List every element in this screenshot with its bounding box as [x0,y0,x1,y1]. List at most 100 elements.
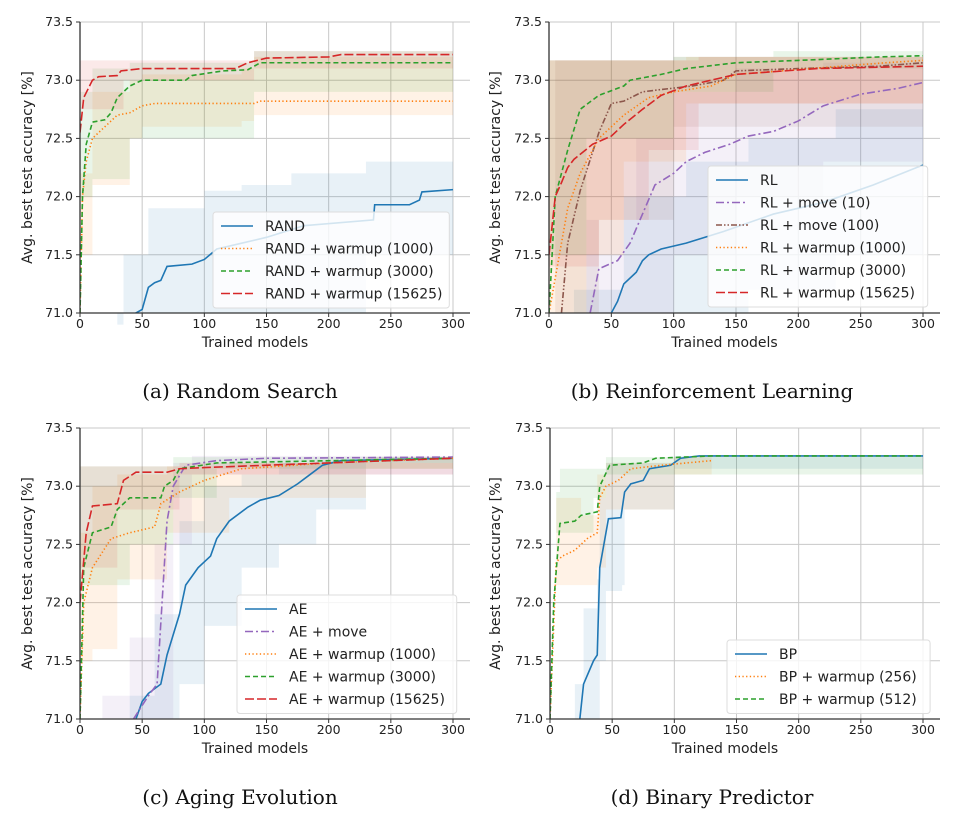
legend: AE AE + move AE + warmup (1000) AE + warmup… [236,594,458,714]
legend-label-2: RAND + warmup (3000) [265,264,434,280]
legend-label-3: RAND + warmup (15625) [265,287,442,303]
confidence-band-1 [80,56,453,255]
x-tick-label: 250 [379,316,403,331]
x-tick-label: 200 [787,722,811,737]
subplot-caption: (b) Reinforcement Learning [571,379,854,403]
x-axis-label: Trained models [670,335,777,351]
y-axis-label: Avg. best test accuracy [%] [488,477,504,670]
y-tick-label: 72.0 [45,595,73,610]
legend-label-3: RL + warmup (1000) [760,241,906,257]
legend-label-1: BP + warmup (256) [779,670,917,686]
x-tick-label: 100 [662,316,686,331]
legend-label-4: RL + warmup (3000) [760,263,906,279]
series-line-5 [549,65,924,255]
y-tick-label: 71.0 [514,305,542,320]
series-line-1 [589,81,924,313]
y-tick-label: 72.5 [45,130,73,145]
subplot-3: 0 50 100 150 200 250 300 71.0 71.5 72.0 72.5 73.0 73… [488,420,940,809]
y-tick-label: 71.5 [45,653,73,668]
x-tick-label: 150 [724,316,748,331]
x-tick-label: 200 [317,316,341,331]
subplot-2: 0 50 100 150 200 250 300 71.0 71.5 72.0 72.5 73.0 73… [20,420,470,809]
x-tick-label: 300 [911,722,935,737]
subplot-1: 0 50 100 150 200 250 300 71.0 71.5 72.0 72.5 73.0 73… [488,14,940,403]
legend-label-0: BP [779,647,797,663]
x-tick-label: 250 [379,722,403,737]
series-line-0 [135,457,454,719]
series-line-2 [550,455,923,719]
legend-label-2: BP + warmup (512) [779,692,917,708]
confidence-band-1 [556,457,712,586]
subplot-caption: (a) Random Search [142,379,338,403]
y-tick-label: 72.0 [515,595,543,610]
y-tick-label: 71.5 [45,247,73,262]
x-tick-label: 100 [192,722,216,737]
legend-label-0: RAND [265,219,305,235]
confidence-band-3 [80,51,453,110]
y-tick-label: 73.0 [45,478,73,493]
y-tick-label: 72.5 [514,130,542,145]
y-tick-label: 73.0 [45,72,73,87]
confidence-band-2 [80,455,453,661]
y-tick-label: 73.0 [515,478,543,493]
y-tick-label: 71.5 [515,653,543,668]
x-tick-label: 0 [546,722,554,737]
y-tick-label: 71.5 [514,247,542,262]
x-tick-label: 150 [255,316,279,331]
x-tick-label: 100 [192,316,216,331]
legend: BP BP + warmup (256) BP + warmup (512) [726,639,931,714]
x-tick-label: 0 [545,316,553,331]
legend-box [726,639,931,714]
legend-label-1: AE + move [289,625,367,641]
legend-label-1: RL + move (10) [760,196,870,212]
x-tick-label: 50 [603,316,619,331]
confidence-band-2 [80,51,453,197]
legend-label-3: AE + warmup (3000) [289,670,436,686]
y-tick-label: 73.5 [514,14,542,29]
x-axis-label: Trained models [201,335,308,351]
confidence-band-0 [129,455,453,719]
x-tick-label: 150 [725,722,749,737]
y-tick-label: 72.0 [514,189,542,204]
x-tick-label: 300 [441,316,465,331]
y-tick-label: 71.0 [45,711,73,726]
subplot-0: 0 50 100 150 200 250 300 71.0 71.5 72.0 72.5 73.0 73… [20,14,470,403]
series-line-4 [80,457,454,603]
y-tick-label: 72.5 [45,536,73,551]
y-tick-label: 73.0 [514,72,542,87]
series-line-1 [132,456,454,719]
x-axis-label: Trained models [671,741,778,757]
confidence-band-1 [102,455,453,719]
x-tick-label: 200 [786,316,810,331]
series-line-0 [579,455,923,719]
x-tick-label: 300 [441,722,465,737]
confidence-band-2 [555,51,923,313]
subplot-caption: (d) Binary Predictor [611,785,814,809]
legend-label-2: AE + warmup (1000) [289,647,436,663]
x-tick-label: 0 [76,316,84,331]
y-axis-label: Avg. best test accuracy [%] [20,477,36,670]
series-line-3 [80,53,453,133]
series-line-2 [80,457,454,719]
legend-label-2: RL + move (100) [760,218,879,234]
legend-box [236,594,458,714]
x-axis-label: Trained models [201,741,308,757]
x-tick-label: 100 [662,722,686,737]
x-tick-label: 150 [255,722,279,737]
x-tick-label: 50 [134,722,150,737]
legend-label-1: RAND + warmup (1000) [265,242,434,258]
series-line-2 [560,61,924,313]
y-tick-label: 73.5 [45,14,73,29]
legend-label-4: AE + warmup (15625) [289,692,445,708]
y-tick-label: 71.0 [45,305,73,320]
confidence-band-3 [549,51,923,313]
x-tick-label: 200 [317,722,341,737]
x-tick-label: 250 [849,316,873,331]
x-tick-label: 0 [76,722,84,737]
y-tick-label: 73.5 [45,420,73,435]
legend: RL RL + move (10) RL + move (100) RL + warm… [707,165,929,308]
x-tick-label: 50 [604,722,620,737]
confidence-band-3 [80,455,453,586]
confidence-band-4 [549,51,923,255]
